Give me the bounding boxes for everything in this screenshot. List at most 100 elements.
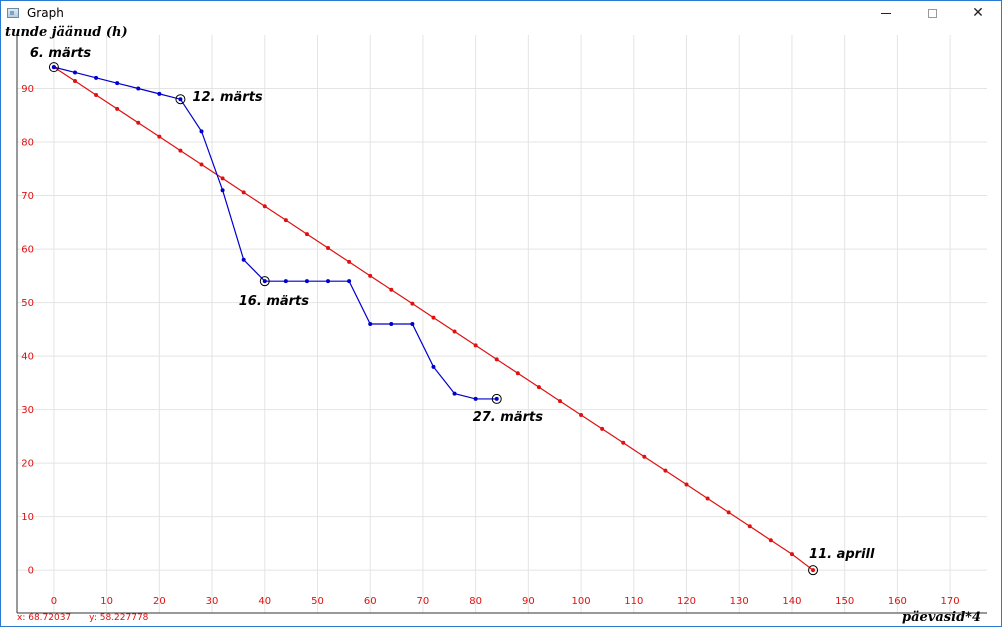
minimize-icon: [881, 12, 891, 14]
annotation-label: 12. märts: [192, 90, 262, 105]
x-tick-label: 160: [888, 596, 907, 607]
annotation-label: 11. aprill: [809, 547, 875, 562]
y-axis-title: tunde jäänud (h): [5, 25, 128, 40]
data-point-ideal: [326, 246, 331, 251]
data-point-actual: [452, 391, 457, 396]
annotation-marker: [259, 276, 270, 287]
y-tick-label: 30: [21, 405, 34, 416]
data-point-ideal: [768, 538, 773, 543]
data-point-ideal: [452, 329, 457, 334]
close-icon: ✕: [972, 5, 984, 21]
data-point-ideal: [283, 218, 288, 223]
annotation-label: 6. märts: [30, 46, 91, 61]
data-point-ideal: [494, 357, 499, 362]
y-tick-label: 20: [21, 459, 34, 470]
y-tick-label: 50: [21, 298, 34, 309]
data-point-ideal: [536, 385, 541, 390]
x-tick-label: 130: [730, 596, 749, 607]
data-point-ideal: [410, 301, 415, 306]
data-point-ideal: [579, 412, 584, 417]
x-tick-label: 30: [206, 596, 219, 607]
x-tick-label: 50: [311, 596, 324, 607]
data-point-ideal: [431, 315, 436, 320]
y-tick-label: 60: [21, 245, 34, 256]
data-point-ideal: [789, 552, 794, 557]
y-coordinate-readout: y: 58.227778: [89, 613, 149, 623]
data-point-actual: [326, 279, 331, 284]
x-tick-label: 40: [258, 596, 271, 607]
cursor-coordinate-readout: x: 68.72037 y: 58.227778: [17, 613, 166, 623]
data-point-actual: [368, 322, 373, 326]
data-point-ideal: [621, 440, 626, 445]
data-point-ideal: [473, 343, 478, 348]
data-point-actual: [199, 129, 204, 134]
y-tick-label: 40: [21, 352, 34, 363]
data-point-ideal: [136, 120, 141, 125]
x-tick-label: 90: [522, 596, 535, 607]
data-point-actual: [220, 188, 225, 193]
x-tick-label: 150: [835, 596, 854, 607]
x-tick-label: 70: [417, 596, 430, 607]
chart-plot-area[interactable]: 0 10 20 30 40 50 60 70 80 90 100 110 120 130 140 150 160…: [1, 25, 1001, 625]
data-point-actual: [178, 97, 183, 102]
data-point-actual: [494, 396, 499, 401]
x-tick-label: 100: [572, 596, 591, 607]
annotation-label: 27. märts: [473, 410, 543, 425]
title-bar[interactable]: Graph ✕: [1, 1, 1001, 25]
data-point-ideal: [262, 204, 267, 209]
data-point-actual: [262, 279, 267, 284]
x-tick-label: 170: [941, 596, 960, 607]
annotation-marker: [808, 565, 819, 576]
x-tick-label: 10: [100, 596, 113, 607]
app-window-icon: [7, 8, 19, 18]
data-point-ideal: [178, 148, 183, 153]
data-point-ideal: [157, 134, 162, 139]
x-tick-label: 80: [469, 596, 482, 607]
y-tick-label: 0: [28, 566, 34, 577]
data-point-ideal: [220, 176, 225, 181]
data-point-ideal: [389, 287, 394, 292]
data-point-ideal: [642, 454, 647, 459]
x-tick-label: 120: [677, 596, 696, 607]
data-point-actual: [115, 81, 120, 86]
annotation-marker: [175, 94, 186, 105]
data-point-actual: [389, 322, 394, 326]
data-point-ideal: [600, 426, 605, 431]
x-tick-label: 0: [51, 596, 57, 607]
data-point-ideal: [705, 496, 710, 501]
minimize-button[interactable]: [863, 1, 909, 25]
data-point-ideal: [347, 259, 352, 264]
maximize-button[interactable]: [909, 1, 955, 25]
data-point-ideal: [94, 92, 99, 97]
x-tick-label: 60: [364, 596, 377, 607]
data-point-actual: [410, 322, 415, 326]
maximize-icon: [927, 8, 937, 18]
data-point-ideal: [747, 524, 752, 529]
data-point-actual: [157, 91, 162, 96]
y-tick-label: 70: [21, 191, 34, 202]
data-point-ideal: [684, 482, 689, 487]
data-point-ideal: [515, 371, 520, 376]
annotation-marker: [491, 393, 502, 404]
data-point-ideal: [199, 162, 204, 167]
close-button[interactable]: ✕: [955, 1, 1001, 25]
annotation-label: 16. märts: [239, 294, 309, 309]
x-tick-label: 20: [153, 596, 166, 607]
data-point-ideal: [72, 79, 77, 84]
window-title: Graph: [27, 6, 64, 20]
y-tick-label: 10: [21, 512, 34, 523]
x-tick-label: 110: [624, 596, 643, 607]
data-point-actual: [72, 70, 77, 75]
annotation-marker: [48, 62, 59, 73]
data-point-ideal: [368, 273, 373, 278]
data-point-actual: [283, 279, 288, 284]
x-axis-title: päevasid*4: [902, 610, 981, 625]
data-point-actual: [431, 364, 436, 369]
data-point-actual: [304, 279, 309, 284]
data-point-actual: [94, 75, 99, 80]
data-point-actual: [51, 65, 56, 70]
data-point-ideal: [241, 190, 246, 195]
data-point-ideal: [811, 568, 816, 573]
x-coordinate-readout: x: 68.72037: [17, 613, 72, 623]
